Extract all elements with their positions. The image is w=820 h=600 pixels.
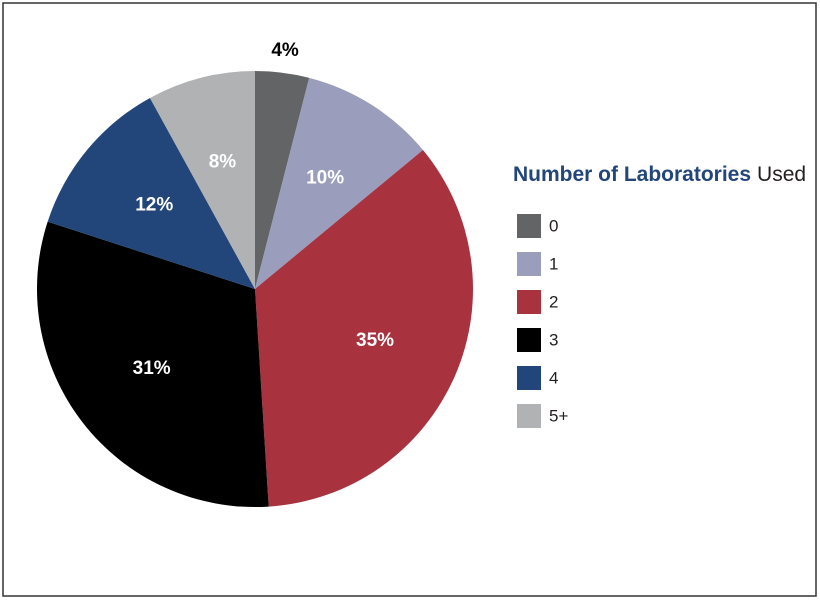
legend-label: 3 (549, 330, 558, 349)
pie-slice (255, 71, 310, 289)
pie-slice (36, 221, 269, 508)
legend-label: 1 (549, 254, 558, 273)
pie-slice (255, 150, 473, 507)
legend-swatch (517, 290, 541, 314)
legend-swatch (517, 252, 541, 276)
legend-swatch (517, 214, 541, 238)
legend-label: 4 (549, 368, 558, 387)
data-label: 8% (209, 151, 237, 172)
data-label: 10% (306, 168, 344, 189)
data-label: 4% (271, 40, 299, 61)
legend-swatch (517, 366, 541, 390)
legend-title-suffix: Used (757, 163, 806, 186)
pie-slice (255, 77, 423, 289)
legend-label: 5+ (549, 406, 568, 425)
legend-label: 2 (549, 292, 558, 311)
legend-title-main: Number of Laboratories (513, 163, 751, 186)
data-label: 12% (135, 195, 173, 216)
pie-slice (47, 97, 255, 289)
data-label: 31% (133, 358, 171, 379)
legend-title: Number of Laboratories Used (513, 163, 806, 186)
data-label: 35% (356, 330, 394, 351)
legend-swatch (517, 404, 541, 428)
legend-label: 0 (549, 216, 558, 235)
legend-swatch (517, 328, 541, 352)
pie-slice (149, 71, 255, 289)
